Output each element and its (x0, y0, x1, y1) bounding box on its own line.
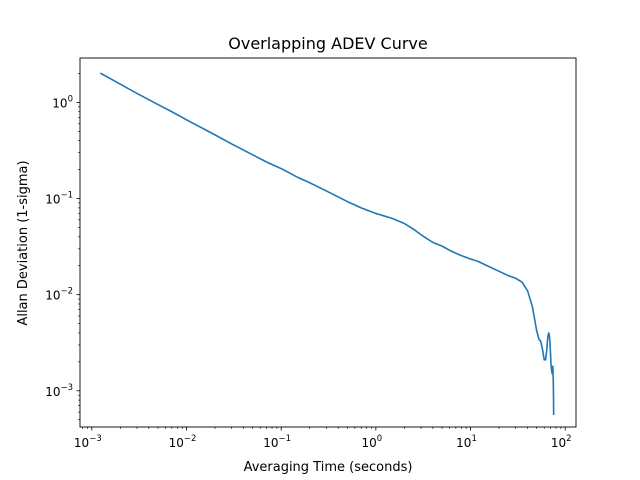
y-tick-label: 10−2 (45, 287, 73, 303)
x-axis-label: Averaging Time (seconds) (244, 460, 413, 475)
adev-series-line (99, 72, 555, 416)
x-tick-label: 10−2 (169, 434, 197, 450)
plot-area (80, 58, 576, 427)
y-axis-label: Allan Deviation (1-sigma) (16, 160, 31, 325)
plot-frame (79, 57, 577, 428)
y-axis: 10−3 10−2 10−1 100 (45, 73, 80, 421)
x-tick-label: 102 (551, 434, 572, 450)
y-tick-label: 10−3 (45, 383, 73, 399)
x-tick-label: 10−3 (74, 434, 102, 450)
series-layer (99, 72, 555, 416)
x-axis: 10−3 10−2 10−1 100 101 102 (74, 427, 572, 450)
x-tick-label: 100 (362, 434, 383, 450)
x-tick-label: 10−1 (263, 434, 291, 450)
chart-title: Overlapping ADEV Curve (228, 34, 427, 53)
x-tick-label: 101 (456, 434, 477, 450)
y-tick-label: 10−1 (45, 191, 73, 207)
y-tick-label: 100 (52, 94, 73, 110)
